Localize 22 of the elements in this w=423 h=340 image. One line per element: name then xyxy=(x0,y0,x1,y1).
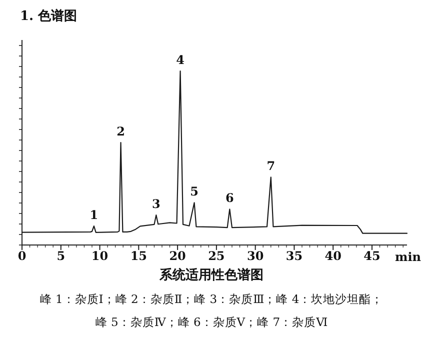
annotation: 1 xyxy=(90,208,98,222)
x-tick-label: 15 xyxy=(130,249,148,263)
x-axis-title: min xyxy=(395,250,422,264)
chart-title: 1. 色谱图 xyxy=(20,8,78,24)
annotation: 4 xyxy=(176,53,184,67)
annotation: 6 xyxy=(225,191,234,206)
x-tick-label: 35 xyxy=(286,249,303,263)
x-tick-label: 30 xyxy=(246,249,264,263)
annotation: 7 xyxy=(266,159,276,174)
text: 系统适用性色谱图 xyxy=(158,267,264,283)
text: 峰 5：杂质Ⅳ；峰 6：杂质Ⅴ；峰 7：杂质Ⅵ xyxy=(95,315,328,329)
x-tick-label: 25 xyxy=(208,249,225,263)
annotation: 2 xyxy=(116,124,125,139)
annotation: 3 xyxy=(152,197,160,212)
x-tick-label: 20 xyxy=(169,249,186,263)
x-tick-label: 40 xyxy=(324,249,342,263)
text: 峰 1：杂质Ⅰ；峰 2：杂质Ⅱ；峰 3：杂质Ⅲ；峰 4：坎地沙坦酯； xyxy=(40,292,384,306)
x-tick-label: 5 xyxy=(56,249,66,263)
x-tick-label: 45 xyxy=(364,249,380,263)
annotation: 5 xyxy=(190,184,198,199)
x-tick-label: 10 xyxy=(91,249,108,263)
x-tick-label: 0 xyxy=(18,249,26,263)
